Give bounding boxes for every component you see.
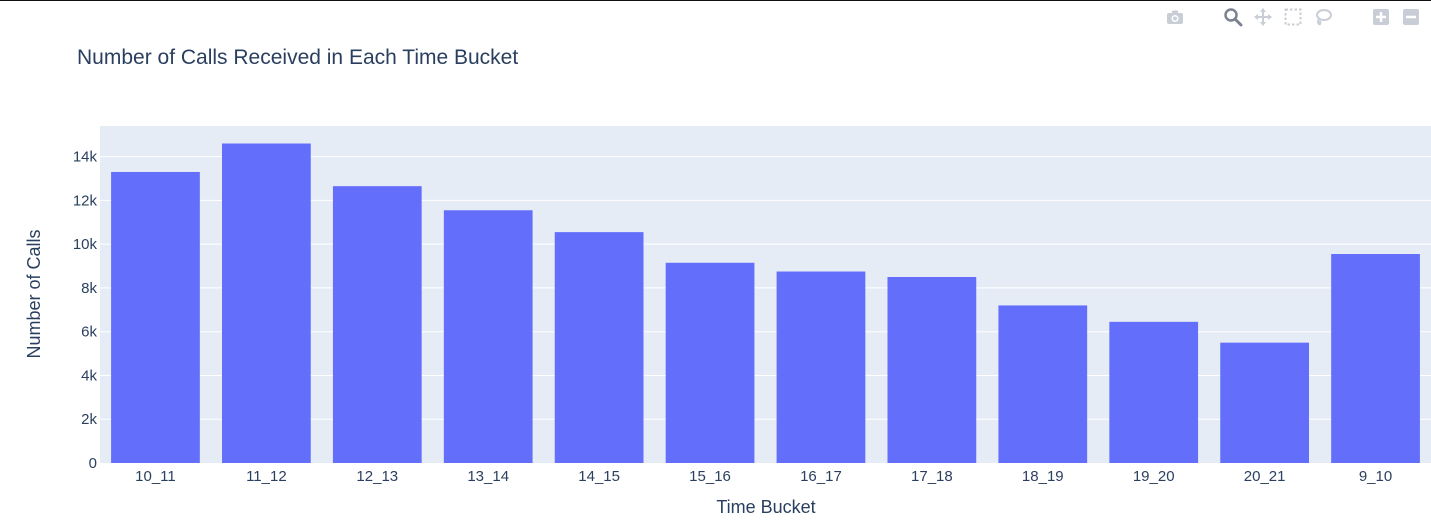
- x-tick-label: 9_10: [1359, 468, 1392, 485]
- gridlines: [100, 156, 1431, 420]
- x-tick-label: 15_16: [689, 468, 731, 485]
- zoom-in-icon: [1373, 9, 1389, 25]
- box-select-button[interactable]: [1281, 6, 1305, 28]
- x-tick-label: 19_20: [1133, 468, 1175, 485]
- pan-button[interactable]: [1251, 6, 1275, 28]
- zoom-out-icon: [1403, 9, 1419, 25]
- bar[interactable]: [776, 271, 866, 463]
- lasso-select-icon: [1316, 9, 1332, 26]
- zoom-out-button[interactable]: [1399, 6, 1423, 28]
- y-axis-title: Number of Calls: [24, 229, 44, 358]
- camera-button[interactable]: [1163, 6, 1187, 28]
- bar[interactable]: [887, 276, 977, 463]
- y-tick-label: 14k: [73, 149, 98, 166]
- bars: [111, 143, 1420, 464]
- x-tick-label: 17_18: [911, 468, 953, 485]
- zoom-button[interactable]: [1221, 6, 1245, 28]
- bar[interactable]: [222, 143, 311, 463]
- y-tick-label: 0: [89, 455, 97, 472]
- bar[interactable]: [332, 186, 422, 463]
- x-tick-label: 16_17: [800, 468, 842, 485]
- zoom-in-button[interactable]: [1369, 6, 1393, 28]
- x-tick-label: 10_11: [135, 468, 176, 485]
- x-tick-label: 13_14: [467, 468, 509, 485]
- bar[interactable]: [665, 262, 755, 463]
- x-axis-ticks: 10_11 11_12 12_13 13_14 14_15 15_16 16_17 17_18…: [135, 468, 1392, 485]
- camera-icon: [1167, 10, 1183, 24]
- bar[interactable]: [1220, 342, 1309, 463]
- lasso-select-button[interactable]: [1311, 6, 1335, 28]
- y-tick-label: 8k: [81, 280, 97, 297]
- bar[interactable]: [998, 305, 1088, 463]
- x-tick-label: 20_21: [1244, 468, 1286, 485]
- pan-icon: [1254, 8, 1272, 26]
- y-tick-label: 10k: [73, 236, 98, 253]
- x-tick-label: 11_12: [246, 468, 287, 485]
- y-tick-label: 2k: [81, 411, 97, 428]
- chart-title: Number of Calls Received in Each Time Bu…: [77, 46, 518, 69]
- box-select-icon: [1284, 8, 1302, 26]
- bar[interactable]: [1109, 321, 1199, 463]
- window-top-border: [0, 0, 1431, 1]
- y-tick-label: 6k: [81, 324, 97, 341]
- bar[interactable]: [554, 232, 644, 463]
- y-tick-label: 4k: [81, 367, 97, 384]
- bar[interactable]: [1331, 254, 1420, 463]
- x-axis-title: Time Bucket: [716, 497, 815, 517]
- y-axis-ticks: 0 2k 4k 6k 8k 10k 12k 14k: [73, 149, 98, 472]
- bar[interactable]: [111, 171, 200, 464]
- modebar: [1163, 6, 1423, 28]
- zoom-icon: [1224, 8, 1243, 27]
- y-tick-label: 12k: [73, 192, 98, 209]
- x-tick-label: 18_19: [1022, 468, 1064, 485]
- bar[interactable]: [443, 210, 533, 463]
- plot-area: [100, 126, 1431, 463]
- x-tick-label: 12_13: [356, 468, 398, 485]
- x-tick-label: 14_15: [578, 468, 620, 485]
